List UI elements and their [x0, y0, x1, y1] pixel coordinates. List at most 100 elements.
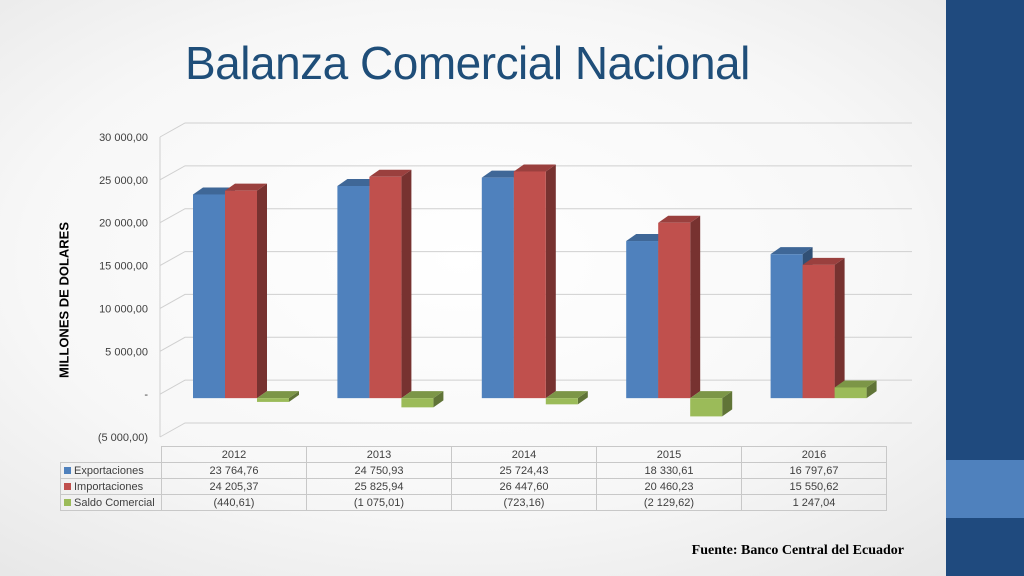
bar-importaciones	[369, 169, 412, 399]
bar-top	[802, 257, 845, 265]
bar-top	[770, 247, 813, 255]
table-cell: 1 247,04	[741, 494, 887, 511]
bar-top	[626, 234, 669, 242]
bar-side	[289, 391, 299, 402]
legend-swatch	[64, 483, 71, 491]
y-axis-ticks: (5 000,00) - 5 000,00 10 000,00 15 000,00 20 …	[98, 132, 148, 444]
bar-side	[722, 391, 733, 417]
bar-top	[257, 391, 299, 399]
table-cell: 25 724,43	[451, 462, 597, 479]
bar-front	[834, 387, 867, 399]
bar-front	[193, 194, 225, 399]
bar-front	[545, 398, 578, 405]
category-label: 2016	[741, 446, 887, 463]
table-cell: (440,61)	[161, 494, 307, 511]
bar-top	[481, 170, 524, 178]
source-note: Fuente: Banco Central del Ecuador	[691, 543, 904, 558]
bar-front	[513, 171, 546, 399]
table-cell: (1 075,01)	[306, 494, 452, 511]
table-cell: 26 447,60	[451, 478, 597, 495]
table-corner	[61, 447, 162, 463]
bar-front	[626, 241, 659, 399]
bar-importaciones	[658, 215, 701, 399]
bar-top	[225, 183, 267, 191]
bar-importaciones	[225, 183, 267, 399]
bar-top	[369, 169, 412, 177]
bar-side	[690, 215, 701, 399]
category-label: 2014	[451, 446, 597, 463]
bar-top	[337, 178, 380, 186]
table-cell: (2 129,62)	[596, 494, 742, 511]
category-label: 2015	[596, 446, 742, 463]
bar-front	[337, 185, 370, 399]
gridline	[159, 165, 912, 181]
bar-top	[690, 391, 733, 399]
gridline	[159, 422, 912, 438]
side-decor-accent	[946, 460, 1024, 518]
bar-saldo-comercial	[257, 391, 299, 402]
slide-title: Balanza Comercial Nacional	[185, 37, 750, 89]
bar-side	[401, 169, 412, 399]
bar-saldo-comercial	[690, 391, 733, 417]
y-tick-label: 5 000,00	[105, 346, 148, 358]
bar-front	[658, 222, 691, 399]
bar-top	[658, 215, 701, 223]
table-cell: 18 330,61	[596, 462, 742, 479]
table-cell: 25 825,94	[306, 478, 452, 495]
legend-entry-importaciones: Importaciones	[60, 478, 162, 495]
bar-side	[866, 380, 877, 399]
bar-chart: (5 000,00) - 5 000,00 10 000,00 15 000,00 20 …	[98, 122, 912, 444]
bar-side	[545, 164, 556, 399]
bar-front	[802, 264, 835, 399]
bar-front	[369, 176, 402, 399]
bar-saldo-comercial	[545, 391, 588, 405]
legend-entry-saldo-comercial: Saldo Comercial	[60, 494, 162, 511]
table-row-exportaciones: Exportaciones 23 764,76 24 750,93 25 724…	[60, 462, 887, 479]
y-tick-label: (5 000,00)	[98, 432, 148, 444]
bar-front	[225, 190, 257, 399]
bar-side	[257, 183, 267, 399]
gridline	[159, 122, 912, 138]
bar-front	[257, 398, 289, 402]
bar-top	[401, 391, 444, 399]
y-tick-label: 20 000,00	[99, 218, 148, 230]
bar-importaciones	[802, 257, 845, 399]
gridline	[159, 208, 912, 224]
bar-front	[690, 398, 723, 417]
bar-front	[401, 398, 434, 408]
legend-label: Importaciones	[74, 480, 144, 493]
category-label: 2012	[161, 446, 307, 463]
bar-side	[433, 391, 444, 408]
data-table: 2012 2013 2014 2015 2016 Exportaciones 2…	[60, 446, 887, 511]
bar-side	[577, 391, 588, 405]
table-row-importaciones: Importaciones 24 205,37 25 825,94 26 447…	[60, 478, 887, 495]
bars	[193, 164, 877, 417]
bar-front	[481, 177, 514, 399]
y-tick-label: 10 000,00	[99, 303, 148, 315]
table-cell: 24 205,37	[161, 478, 307, 495]
legend-entry-exportaciones: Exportaciones	[60, 462, 162, 479]
legend-label: Exportaciones	[74, 464, 144, 477]
table-cell: 20 460,23	[596, 478, 742, 495]
bar-top	[513, 164, 556, 172]
y-tick-label: 30 000,00	[99, 132, 148, 144]
bar-front	[770, 254, 803, 399]
bar-top	[545, 391, 588, 399]
bar-top	[193, 187, 235, 195]
y-axis-label: MILLONES DE DOLARES	[56, 221, 72, 379]
table-cell: 24 750,93	[306, 462, 452, 479]
table-cell: (723,16)	[451, 494, 597, 511]
bar-side	[834, 257, 845, 399]
table-cell: 16 797,67	[741, 462, 887, 479]
bar-saldo-comercial	[834, 380, 877, 399]
bar-saldo-comercial	[401, 391, 444, 408]
bar-top	[834, 380, 877, 388]
y-tick-label: 25 000,00	[99, 175, 148, 187]
legend-swatch	[64, 499, 71, 507]
table-header-row: 2012 2013 2014 2015 2016	[61, 446, 887, 463]
table-cell: 15 550,62	[741, 478, 887, 495]
legend-label: Saldo Comercial	[74, 496, 155, 509]
table-row-saldo-comercial: Saldo Comercial (440,61) (1 075,01) (723…	[60, 494, 887, 511]
y-tick-label: -	[144, 389, 148, 401]
bar-importaciones	[513, 164, 556, 399]
